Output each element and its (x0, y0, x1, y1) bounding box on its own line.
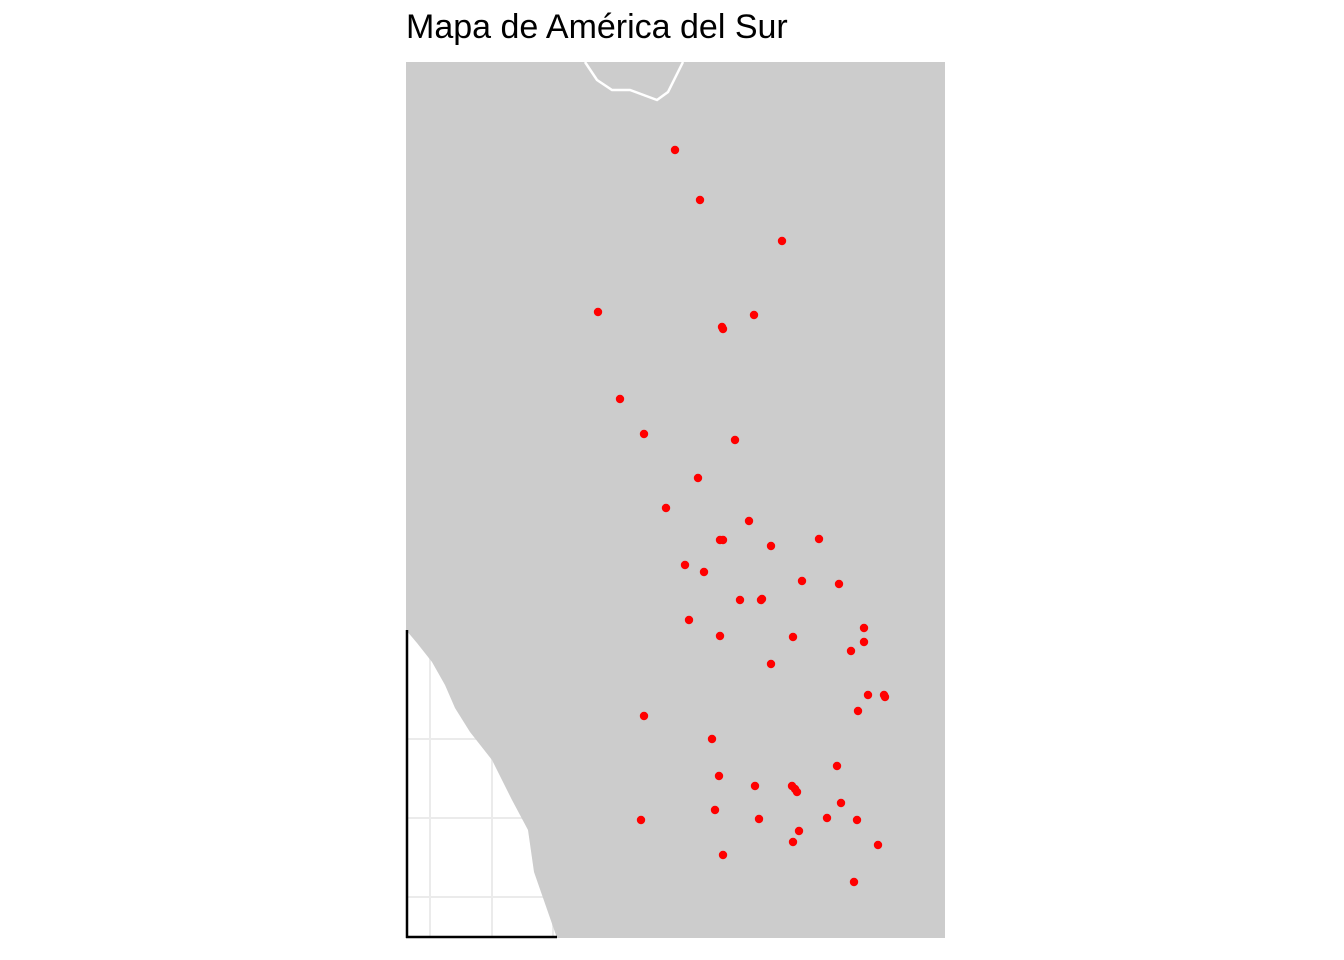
city-point (849, 877, 859, 887)
city-point (880, 692, 890, 702)
city-point (615, 394, 625, 404)
city-point (639, 429, 649, 439)
city-point (788, 632, 798, 642)
city-point (814, 534, 824, 544)
city-point (735, 595, 745, 605)
axis-lines (405, 630, 557, 939)
city-point (863, 690, 873, 700)
city-point (730, 435, 740, 445)
city-point (710, 805, 720, 815)
city-point (766, 541, 776, 551)
city-point (680, 560, 690, 570)
city-point (788, 837, 798, 847)
city-point (714, 771, 724, 781)
city-point (766, 659, 776, 669)
city-point (834, 579, 844, 589)
city-point (846, 646, 856, 656)
city-point (695, 195, 705, 205)
land-polygon (406, 62, 945, 938)
city-point (661, 503, 671, 513)
city-point (777, 236, 787, 246)
city-point (754, 814, 764, 824)
city-point (707, 734, 717, 744)
city-point (792, 787, 802, 797)
city-point (684, 615, 694, 625)
city-point (797, 576, 807, 586)
city-point (693, 473, 703, 483)
map-panel (406, 62, 945, 938)
city-point (859, 637, 869, 647)
city-point (852, 815, 862, 825)
country-border (583, 62, 685, 102)
city-point (699, 567, 709, 577)
city-point (822, 813, 832, 823)
city-point (639, 711, 649, 721)
city-point (670, 145, 680, 155)
city-point (718, 850, 728, 860)
city-point (744, 516, 754, 526)
city-point (757, 594, 767, 604)
map-title: Mapa de América del Sur (406, 8, 788, 46)
city-point (593, 307, 603, 317)
city-point (749, 310, 759, 320)
city-point (718, 324, 728, 334)
city-point (853, 706, 863, 716)
city-point (873, 840, 883, 850)
city-point (832, 761, 842, 771)
city-point (750, 781, 760, 791)
city-point (636, 815, 646, 825)
city-point (715, 631, 725, 641)
city-point (718, 535, 728, 545)
city-point (794, 826, 804, 836)
city-point (859, 623, 869, 633)
city-points (593, 145, 890, 887)
city-point (836, 798, 846, 808)
